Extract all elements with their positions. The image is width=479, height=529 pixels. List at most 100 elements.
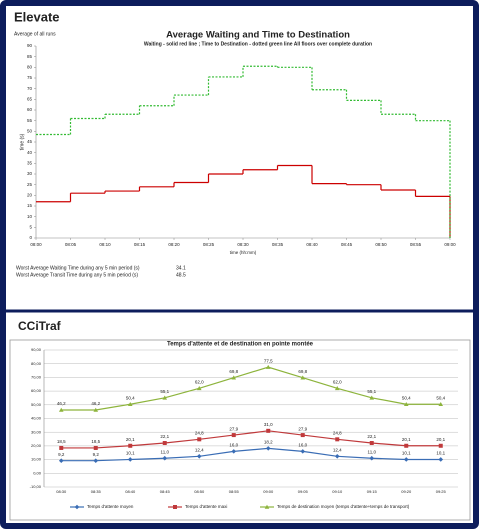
data-label: 27,9 [298,426,307,431]
x-tick-label: 08:40 [306,242,318,247]
marker [162,441,167,446]
x-tick-label: 09:05 [298,489,309,494]
data-label: 50,4 [436,395,445,400]
x-tick-label: 08:55 [410,242,422,247]
y-tick-label: 80,00 [31,361,42,366]
y-tick-label: 60,00 [31,388,42,393]
marker [162,455,168,461]
marker [334,386,340,391]
x-tick-label: 08:40 [125,489,136,494]
y-tick-label: 15 [27,203,33,208]
y-tick-label: -10,00 [30,484,42,489]
y-tick-label: 30,00 [31,429,42,434]
y-tick-label: 35 [27,161,33,166]
data-label: 9,2 [58,452,65,457]
x-axis-label: time (hh:mm) [230,250,257,255]
marker [127,401,133,407]
y-tick-label: 70 [27,86,33,91]
data-label: 11,0 [161,449,170,454]
data-label: 22,1 [367,434,376,439]
data-label: 50,4 [402,395,411,400]
chart-title: Temps d'attente et de destination en poi… [167,342,314,348]
marker [403,401,409,407]
data-label: 31,0 [264,422,273,427]
marker [369,455,375,461]
marker [300,449,306,454]
marker [196,386,202,391]
data-label: 62,0 [195,380,204,385]
data-label: 46,2 [57,401,66,406]
x-tick-label: 09:20 [401,489,412,494]
marker [369,441,374,446]
stat-label: Worst Average Waiting Time during any 5 … [16,265,140,271]
data-label: 18,5 [57,439,66,444]
panel-title: CCiTraf [18,319,62,333]
y-tick-label: 20 [27,193,33,198]
y-tick-label: 70,00 [31,374,42,379]
data-label: 10,1 [402,451,411,456]
x-tick-label: 09:15 [367,489,378,494]
stat-label: Worst Average Transit Time during any 5 … [16,272,138,278]
marker [335,437,340,442]
data-label: 20,1 [126,437,135,442]
legend-marker [264,504,270,509]
marker [266,428,271,433]
panel-title: Elevate [14,9,60,24]
marker [231,433,236,438]
marker [334,454,340,459]
data-label: 55,1 [160,389,169,394]
data-label: 16,0 [298,443,307,448]
data-label: 20,1 [436,437,445,442]
y-tick-label: 85 [27,54,33,59]
data-label: 20,1 [402,437,411,442]
data-label: 11,0 [368,449,377,454]
marker [231,375,237,380]
marker [93,445,98,450]
x-tick-label: 08:45 [341,242,353,247]
y-tick-label: 30 [27,171,33,176]
y-tick-label: 90,00 [31,347,42,352]
x-tick-label: 08:30 [56,489,67,494]
y-tick-label: 65 [27,97,33,102]
data-label: 55,1 [367,389,376,394]
data-label: 46,2 [91,401,100,406]
y-tick-label: 0 [29,235,32,240]
x-tick-label: 08:25 [203,242,215,247]
chart-title: Average Waiting and Time to Destination [166,30,350,41]
series-line [61,430,441,449]
marker [58,407,64,412]
marker [128,443,133,448]
x-tick-label: 08:45 [160,489,171,494]
marker [438,443,443,448]
marker [197,437,202,442]
y-tick-label: 50,00 [31,402,42,407]
y-tick-label: 5 [29,225,32,230]
legend-label: Temps de destination moyen (temps d'atte… [277,504,410,509]
y-tick-label: 55 [27,118,33,123]
data-label: 24,8 [333,431,342,436]
data-label: 18,5 [91,439,100,444]
marker [300,375,306,380]
x-tick-label: 09:25 [436,489,447,494]
x-tick-label: 08:35 [91,489,102,494]
y-tick-label: 40 [27,150,33,155]
y-tick-label: 10,00 [31,457,42,462]
y-tick-label: 50 [27,129,33,134]
x-tick-label: 09:00 [444,242,456,247]
data-label: 50,4 [126,395,135,400]
data-label: 62,0 [333,380,342,385]
y-tick-label: 75 [27,75,33,80]
chart-box [9,339,471,521]
data-label: 27,9 [229,426,238,431]
x-tick-label: 08:50 [194,489,205,494]
marker [59,445,64,450]
x-tick-label: 08:35 [272,242,284,247]
marker [300,433,305,438]
x-tick-label: 08:10 [99,242,111,247]
data-label: 69,8 [229,369,238,374]
data-label: 22,1 [160,434,169,439]
y-axis-label: time (s) [19,133,25,150]
stat-value: 48.5 [176,272,186,278]
y-tick-label: 10 [27,214,33,219]
